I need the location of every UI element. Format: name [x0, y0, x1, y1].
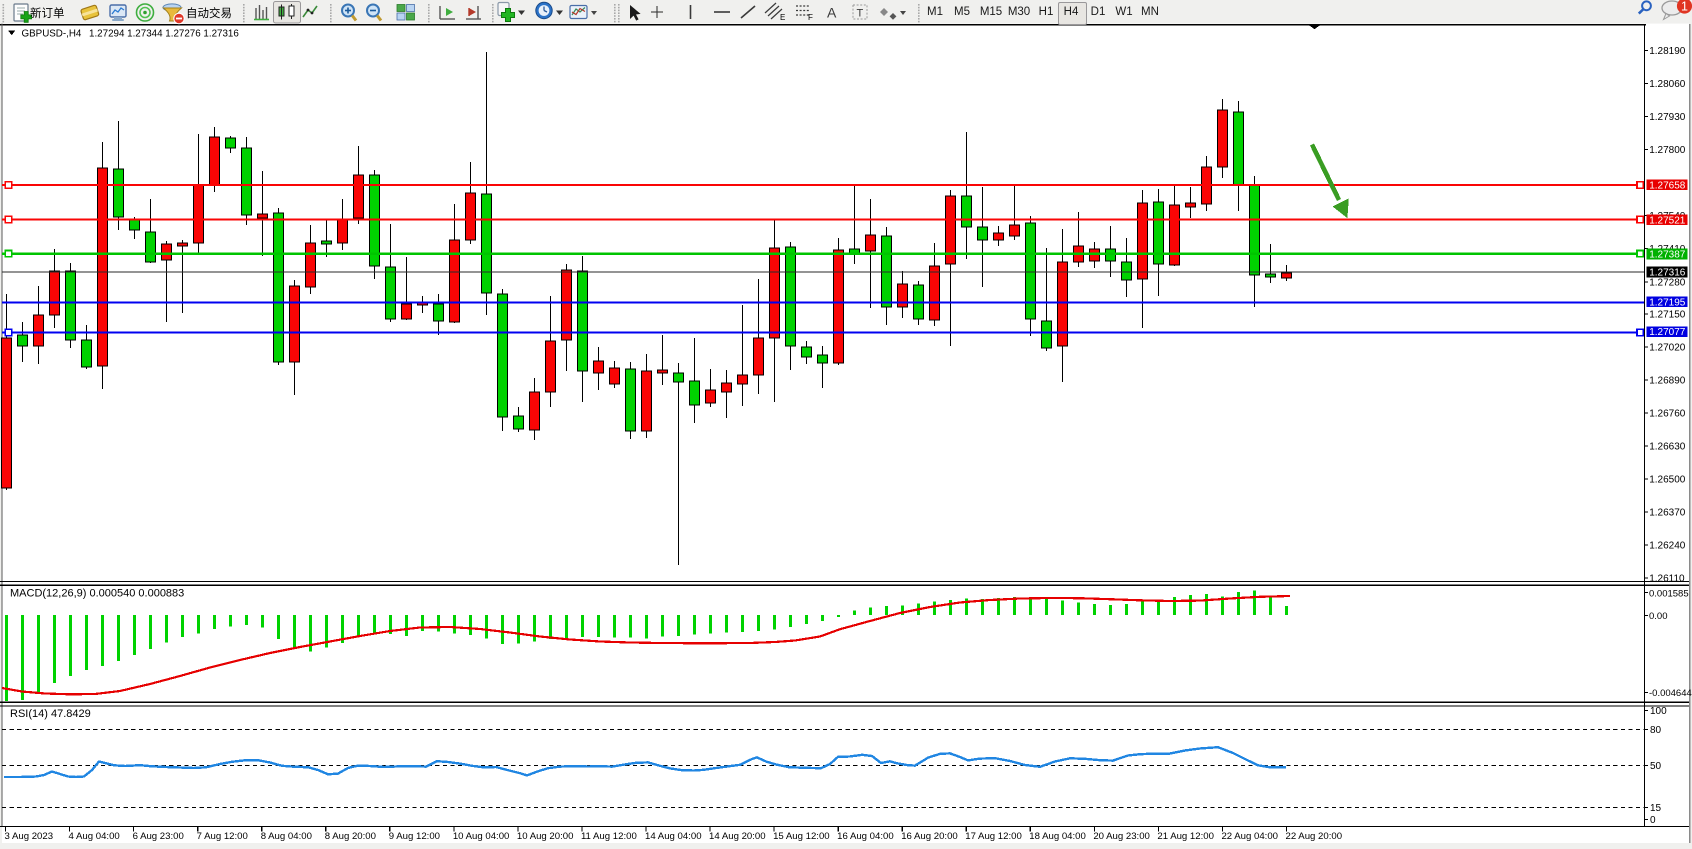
svg-text:17 Aug 12:00: 17 Aug 12:00	[965, 831, 1022, 842]
svg-text:22 Aug 04:00: 22 Aug 04:00	[1221, 831, 1278, 842]
svg-text:1.27020: 1.27020	[1649, 343, 1686, 354]
svg-text:3 Aug 2023: 3 Aug 2023	[5, 831, 54, 842]
svg-text:16 Aug 20:00: 16 Aug 20:00	[901, 831, 958, 842]
svg-text:1.27316: 1.27316	[1649, 268, 1686, 279]
svg-text:E: E	[780, 13, 785, 22]
svg-text:14 Aug 04:00: 14 Aug 04:00	[645, 831, 702, 842]
svg-text:1.27195: 1.27195	[1649, 297, 1686, 308]
svg-text:20 Aug 23:00: 20 Aug 23:00	[1093, 831, 1150, 842]
svg-text:1.28190: 1.28190	[1649, 46, 1686, 57]
svg-text:16 Aug 04:00: 16 Aug 04:00	[837, 831, 894, 842]
svg-text:14 Aug 20:00: 14 Aug 20:00	[709, 831, 766, 842]
svg-text:1.26760: 1.26760	[1649, 409, 1686, 420]
svg-text:MACD(12,26,9) 0.000540 0.00088: MACD(12,26,9) 0.000540 0.000883	[10, 588, 184, 600]
svg-text:100: 100	[1650, 706, 1667, 717]
svg-text:F: F	[808, 13, 813, 22]
svg-text:1.27521: 1.27521	[1649, 215, 1686, 226]
svg-text:T: T	[857, 8, 864, 20]
svg-text:1.26240: 1.26240	[1649, 541, 1686, 552]
svg-text:0: 0	[1650, 815, 1656, 826]
svg-text:50: 50	[1650, 761, 1662, 772]
svg-text:0.001585: 0.001585	[1649, 588, 1689, 599]
svg-text:80: 80	[1650, 725, 1662, 736]
svg-text:GBPUSD-,H4 1.27294 1.27344 1.: GBPUSD-,H4 1.27294 1.27344 1.27276 1.273…	[22, 28, 240, 39]
svg-text:9 Aug 12:00: 9 Aug 12:00	[389, 831, 440, 842]
svg-text:8 Aug 04:00: 8 Aug 04:00	[261, 831, 312, 842]
svg-text:1.26110: 1.26110	[1649, 574, 1685, 585]
svg-text:1: 1	[1681, 0, 1688, 13]
svg-text:8 Aug 20:00: 8 Aug 20:00	[325, 831, 376, 842]
svg-text:22 Aug 20:00: 22 Aug 20:00	[1286, 831, 1343, 842]
svg-text:15 Aug 12:00: 15 Aug 12:00	[773, 831, 830, 842]
svg-text:-0.004644: -0.004644	[1649, 688, 1692, 699]
svg-text:1.27150: 1.27150	[1649, 310, 1686, 321]
svg-text:7 Aug 12:00: 7 Aug 12:00	[197, 831, 248, 842]
svg-text:1.26890: 1.26890	[1649, 376, 1686, 387]
svg-text:自动交易: 自动交易	[186, 6, 232, 20]
svg-text:1.26630: 1.26630	[1649, 442, 1686, 453]
svg-text:RSI(14) 47.8429: RSI(14) 47.8429	[10, 708, 91, 720]
svg-text:1.26370: 1.26370	[1649, 508, 1686, 519]
svg-text:1.28060: 1.28060	[1649, 79, 1686, 90]
svg-text:1.26500: 1.26500	[1649, 475, 1686, 486]
svg-text:0.00: 0.00	[1649, 611, 1668, 622]
svg-text:A: A	[827, 5, 837, 21]
svg-text:1.27658: 1.27658	[1649, 180, 1686, 191]
svg-text:4 Aug 04:00: 4 Aug 04:00	[69, 831, 120, 842]
svg-text:1.27800: 1.27800	[1649, 145, 1686, 156]
svg-text:新订单: 新订单	[30, 6, 65, 20]
svg-text:21 Aug 12:00: 21 Aug 12:00	[1157, 831, 1214, 842]
svg-text:1.27280: 1.27280	[1649, 278, 1686, 289]
svg-text:15: 15	[1650, 803, 1662, 814]
svg-text:10 Aug 20:00: 10 Aug 20:00	[517, 831, 574, 842]
svg-text:1.27077: 1.27077	[1649, 327, 1686, 338]
svg-text:11 Aug 12:00: 11 Aug 12:00	[581, 831, 637, 842]
svg-text:6 Aug 23:00: 6 Aug 23:00	[133, 831, 184, 842]
svg-text:18 Aug 04:00: 18 Aug 04:00	[1029, 831, 1086, 842]
svg-text:1.27930: 1.27930	[1649, 112, 1686, 123]
svg-text:10 Aug 04:00: 10 Aug 04:00	[453, 831, 510, 842]
svg-text:1.27387: 1.27387	[1649, 250, 1686, 261]
